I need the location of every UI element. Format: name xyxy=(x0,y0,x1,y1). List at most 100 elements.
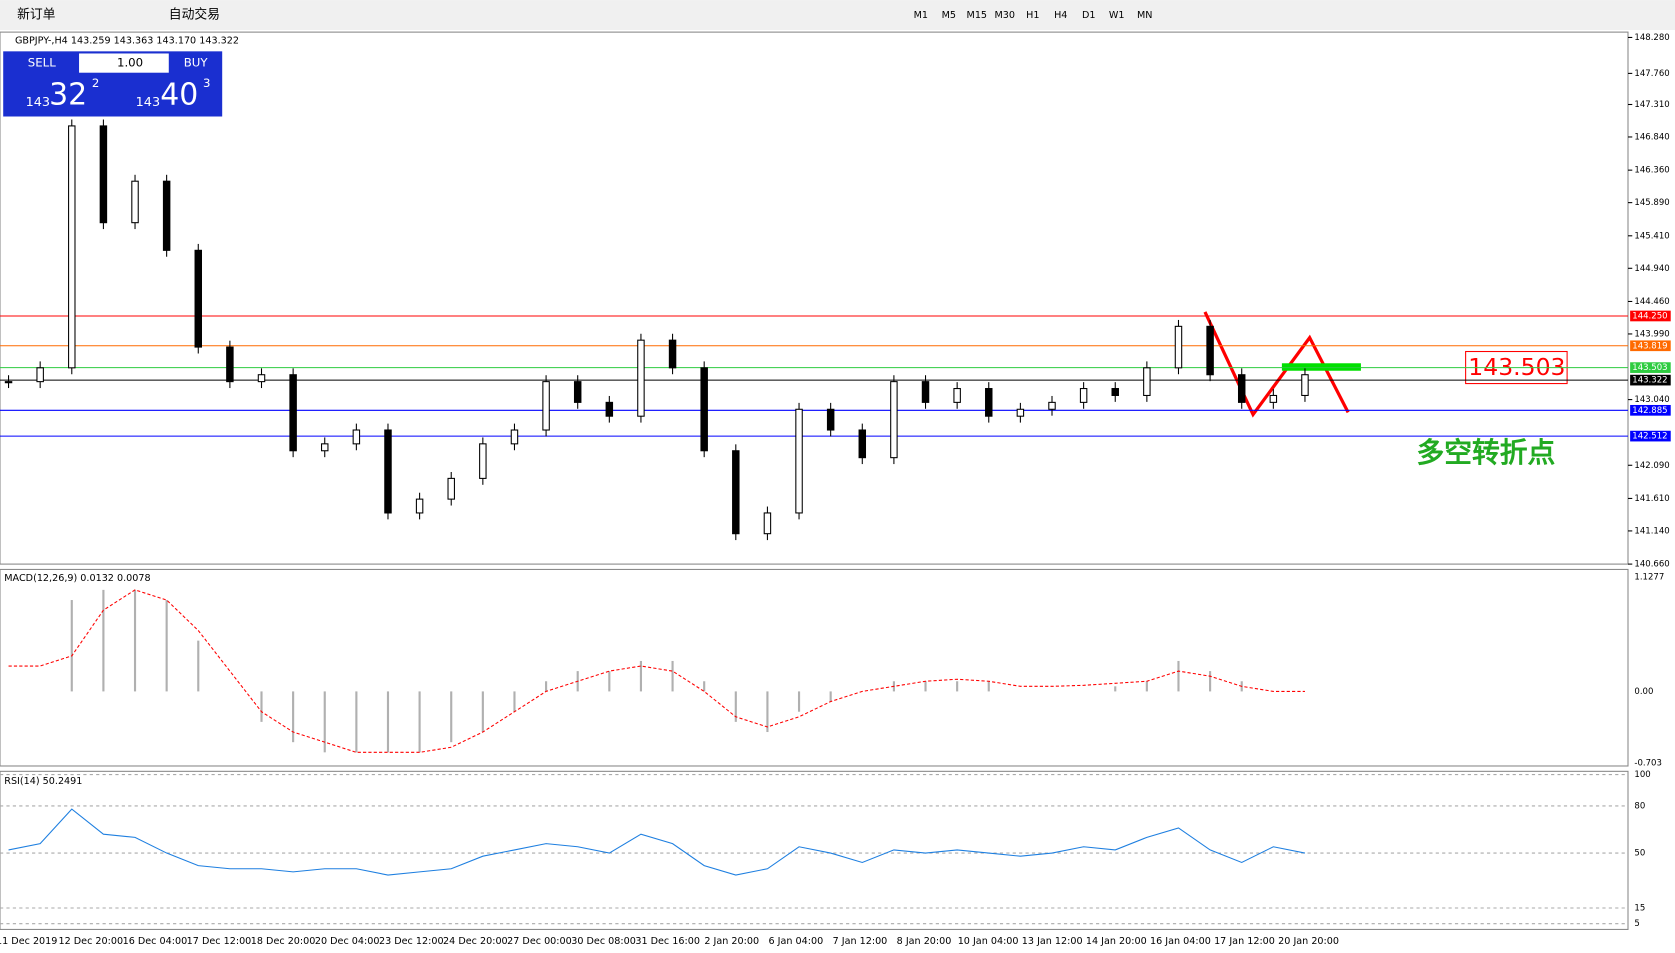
candle xyxy=(732,450,740,535)
macd-bar xyxy=(133,589,137,692)
timeframe[interactable]: W1 xyxy=(1109,10,1125,21)
y-tick-label: 147.760 xyxy=(1634,69,1669,79)
timeframe[interactable]: M5 xyxy=(942,10,956,21)
macd-bar xyxy=(639,660,643,692)
candle xyxy=(384,429,392,514)
level-label: 142.512 xyxy=(1632,432,1667,442)
timeframe[interactable]: M1 xyxy=(914,10,928,21)
x-tick-label: 16 Dec 04:00 xyxy=(123,936,188,947)
sell-button[interactable]: SELL xyxy=(28,56,56,70)
macd-bar xyxy=(703,681,706,692)
buy-button[interactable]: BUY xyxy=(184,56,209,70)
macd-bar xyxy=(608,671,611,692)
rsi-tick: 100 xyxy=(1634,770,1650,780)
candle xyxy=(921,381,930,403)
sell-big: 143 xyxy=(26,95,50,110)
candle xyxy=(605,401,614,417)
macd-bar xyxy=(924,681,927,692)
macd-bar xyxy=(829,691,832,702)
y-tick-label: 143.990 xyxy=(1634,329,1669,339)
timeframe[interactable]: D1 xyxy=(1082,10,1096,21)
timeframe[interactable]: MN xyxy=(1137,10,1152,21)
candle xyxy=(1016,408,1025,417)
macd-tick: 1.1277 xyxy=(1634,572,1664,582)
x-tick-label: 24 Dec 20:00 xyxy=(443,936,508,947)
macd-bar xyxy=(450,691,453,743)
level-label: 143.322 xyxy=(1632,376,1667,386)
x-tick-label: 14 Jan 20:00 xyxy=(1086,936,1147,947)
candle xyxy=(542,381,550,431)
candle xyxy=(826,408,835,431)
candle xyxy=(226,346,234,383)
rsi-pane xyxy=(0,770,1629,930)
rsi-tick: 15 xyxy=(1634,904,1645,914)
level-label: 142.885 xyxy=(1632,406,1667,416)
x-tick-label: 31 Dec 16:00 xyxy=(635,936,700,947)
candle xyxy=(1111,388,1119,396)
candle xyxy=(510,429,519,445)
new-order[interactable]: 新订单 xyxy=(17,7,56,23)
x-tick-label: 18 Dec 20:00 xyxy=(251,936,316,947)
macd-tick: -0.703 xyxy=(1634,758,1662,768)
macd-bar xyxy=(513,691,516,712)
y-tick-label: 144.460 xyxy=(1634,297,1669,307)
candle xyxy=(321,443,329,452)
macd-bar xyxy=(987,681,990,692)
macd-bar xyxy=(766,691,769,733)
x-tick-label: 10 Jan 04:00 xyxy=(958,936,1019,947)
candle xyxy=(763,512,772,535)
candle xyxy=(99,125,108,224)
auto-trading[interactable]: 自动交易 xyxy=(169,7,220,23)
sell-sup: 2 xyxy=(92,76,99,90)
timeframe[interactable]: M15 xyxy=(967,10,988,21)
y-tick-label: 142.090 xyxy=(1634,461,1669,471)
candle xyxy=(573,381,582,403)
timeframe[interactable]: H1 xyxy=(1026,10,1039,21)
macd-bar xyxy=(355,691,358,753)
candle xyxy=(1237,374,1246,403)
buy-big: 143 xyxy=(136,95,160,110)
x-tick-label: 11 Dec 2019 xyxy=(0,936,57,947)
y-tick-label: 141.610 xyxy=(1634,494,1669,504)
candle xyxy=(1079,388,1088,403)
x-tick-label: 20 Jan 20:00 xyxy=(1278,936,1339,947)
level-tag xyxy=(1630,362,1671,373)
toolbar xyxy=(0,0,1675,30)
y-tick-label: 145.410 xyxy=(1634,231,1669,241)
candle xyxy=(68,125,76,369)
candle xyxy=(1143,367,1151,396)
candle xyxy=(985,388,993,417)
y-tick-label: 148.280 xyxy=(1634,33,1669,43)
candle xyxy=(858,429,867,459)
x-tick-label: 13 Jan 12:00 xyxy=(1022,936,1083,947)
y-tick-label: 145.890 xyxy=(1634,198,1669,208)
candle xyxy=(447,477,455,500)
x-tick-label: 17 Dec 12:00 xyxy=(187,936,252,947)
macd-bar xyxy=(165,600,168,692)
candle xyxy=(162,180,171,251)
rsi-tick: 50 xyxy=(1634,849,1645,859)
rsi-tick: 5 xyxy=(1634,919,1639,929)
y-tick-label: 147.310 xyxy=(1634,100,1669,110)
level-label: 144.250 xyxy=(1632,311,1667,321)
macd-bar xyxy=(545,681,548,692)
macd-pane xyxy=(0,568,1629,767)
candle xyxy=(1269,394,1278,403)
lot-size[interactable]: 1.00 xyxy=(117,56,143,70)
candle xyxy=(1048,401,1056,410)
candle xyxy=(36,367,44,383)
macd-bar xyxy=(1145,681,1148,692)
macd-bar xyxy=(797,691,801,712)
candle xyxy=(795,408,803,514)
candle xyxy=(953,388,961,403)
candle xyxy=(1301,374,1309,396)
timeframe[interactable]: M30 xyxy=(995,10,1016,21)
level-tag xyxy=(1630,374,1671,386)
level-label: 143.503 xyxy=(1632,363,1667,373)
candle xyxy=(479,443,487,479)
macd-bar xyxy=(1114,686,1117,692)
macd-bar xyxy=(292,691,295,743)
y-tick-label: 141.140 xyxy=(1634,526,1669,536)
timeframe[interactable]: H4 xyxy=(1054,10,1067,21)
